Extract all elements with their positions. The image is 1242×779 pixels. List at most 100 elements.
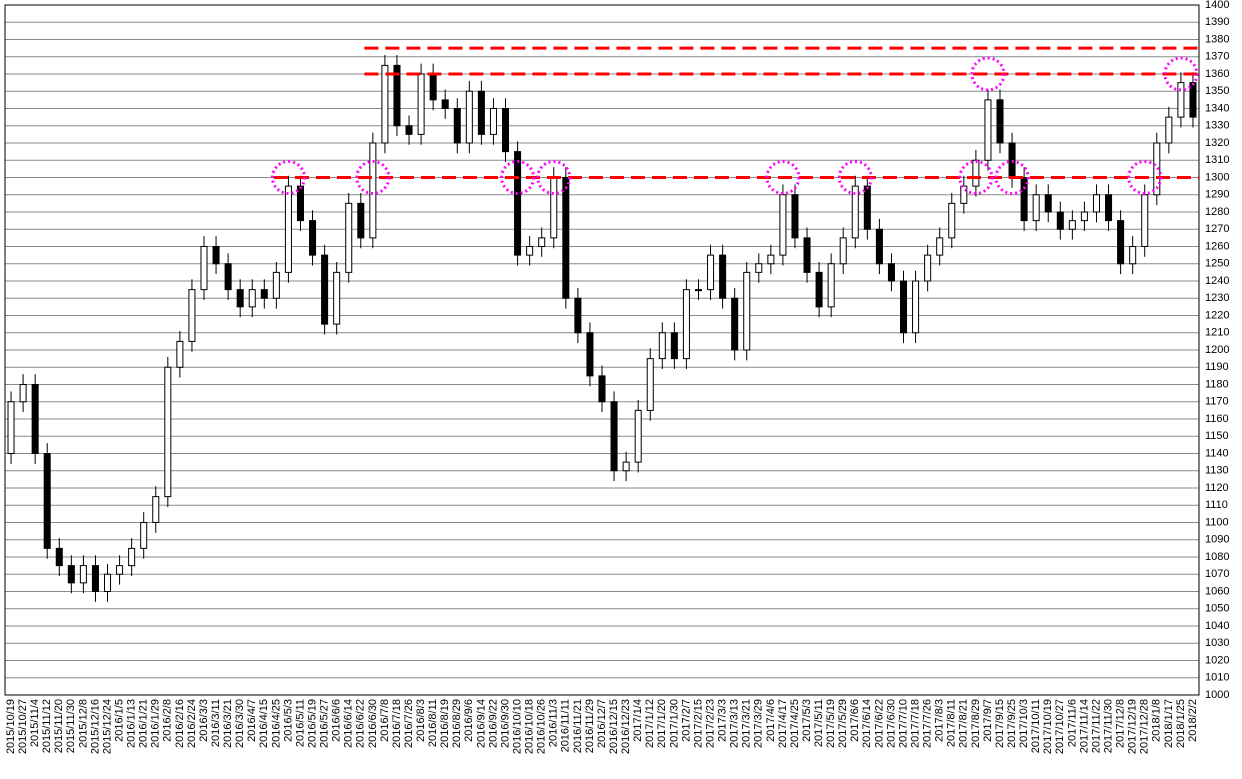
x-tick-label: 2015/11/20 (53, 699, 65, 753)
candle-body (43, 453, 51, 549)
candle-body (296, 185, 304, 222)
highlight-circle (1127, 160, 1163, 195)
y-tick-label: 1170 (1205, 396, 1229, 408)
x-tick-label: 2015/11/4 (29, 699, 41, 747)
candle-body (1165, 116, 1173, 144)
candle-body (272, 271, 280, 299)
y-tick-label: 1100 (1205, 516, 1229, 528)
candle-body (731, 297, 739, 351)
candle-body (1080, 211, 1088, 222)
x-tick-label: 2017/3/29 (753, 699, 765, 748)
candle-body (791, 194, 799, 239)
candle-body (538, 237, 546, 247)
candle-body (936, 237, 944, 256)
x-tick-label: 2016/11/21 (572, 699, 584, 753)
y-tick-label: 1020 (1205, 654, 1229, 666)
candle-body (188, 289, 196, 342)
candle-body (502, 108, 510, 153)
candle-body (682, 289, 690, 360)
y-tick-label: 1010 (1205, 672, 1229, 684)
x-tick-label: 2017/1/4 (632, 699, 644, 742)
y-tick-label: 1280 (1205, 206, 1229, 218)
candle-body (1141, 194, 1149, 247)
y-tick-label: 1380 (1205, 33, 1229, 45)
y-tick-label: 1150 (1205, 430, 1229, 442)
candle-body (465, 90, 473, 144)
candle-body (91, 565, 99, 592)
candle-body (1044, 194, 1052, 213)
x-tick-label: 2017/5/19 (825, 699, 837, 748)
candle-body (670, 332, 678, 360)
x-tick-label: 2016/1/13 (126, 699, 138, 748)
x-tick-label: 2017/12/28 (1139, 699, 1151, 754)
x-tick-label: 2017/8/29 (970, 699, 982, 748)
candle-body (972, 159, 980, 187)
x-tick-label: 2016/3/21 (222, 699, 234, 748)
candle-body (19, 384, 27, 403)
x-tick-label: 2017/9/15 (994, 699, 1006, 748)
x-tick-label: 2017/8/11 (946, 699, 958, 747)
candle-body (1177, 82, 1185, 118)
candle-body (1032, 194, 1040, 222)
x-tick-label: 2015/10/27 (17, 699, 29, 754)
x-tick-label: 2016/9/14 (475, 699, 487, 748)
y-tick-label: 1370 (1205, 51, 1229, 63)
x-tick-label: 2015/12/16 (89, 699, 101, 754)
x-tick-label: 2017/10/11 (1030, 699, 1042, 753)
plot-frame (4, 4, 1200, 696)
x-tick-label: 2017/6/14 (861, 699, 873, 748)
x-tick-label: 2017/8/3 (934, 699, 946, 742)
candle-body (477, 90, 485, 135)
candle-body (1129, 246, 1137, 265)
x-tick-label: 2016/4/7 (246, 699, 258, 742)
y-tick-label: 1400 (1205, 0, 1229, 11)
x-tick-label: 2015/10/19 (5, 699, 17, 754)
x-tick-label: 2016/2/16 (174, 699, 186, 748)
candle-body (152, 496, 160, 523)
candle-body (646, 358, 654, 411)
x-tick-label: 2017/1/30 (668, 699, 680, 748)
y-tick-label: 1250 (1205, 258, 1229, 270)
x-tick-label: 2017/5/11 (813, 699, 825, 747)
candle-body (658, 332, 666, 360)
candle-body (164, 366, 172, 498)
x-tick-label: 2017/6/30 (885, 699, 897, 748)
x-tick-label: 2017/10/19 (1042, 699, 1054, 754)
candle-body (707, 254, 715, 291)
y-tick-label: 1200 (1205, 344, 1229, 356)
y-tick-label: 1050 (1205, 603, 1229, 615)
y-tick-label: 1120 (1205, 482, 1229, 494)
highlight-circle (994, 160, 1030, 195)
y-tick-label: 1070 (1205, 568, 1229, 580)
candle-body (694, 289, 703, 292)
x-tick-label: 2017/11/30 (1102, 699, 1114, 753)
candle-body (767, 254, 775, 265)
candle-body (212, 246, 220, 265)
candle-body (586, 332, 594, 377)
x-tick-label: 2017/10/27 (1054, 699, 1066, 754)
candle-body (839, 237, 847, 265)
y-tick-label: 1390 (1205, 16, 1229, 28)
x-tick-label: 2017/6/22 (873, 699, 885, 748)
x-tick-label: 2015/11/30 (65, 699, 77, 753)
candle-body (574, 297, 582, 334)
candle-body (489, 108, 497, 135)
x-tick-label: 2016/5/27 (319, 699, 331, 748)
x-tick-label: 2017/12/8 (1115, 699, 1127, 748)
candle-body (176, 340, 184, 368)
candle-body (900, 280, 908, 334)
candle-body (200, 246, 208, 291)
x-tick-label: 2017/8/21 (958, 699, 970, 748)
x-tick-label: 2018/1/25 (1175, 699, 1187, 748)
x-tick-label: 2016/7/8 (379, 699, 391, 742)
candle-body (526, 246, 534, 256)
candle-body (7, 401, 15, 454)
x-tick-label: 2016/3/11 (210, 699, 222, 747)
x-tick-label: 2016/2/24 (186, 699, 198, 748)
candle-body (815, 271, 823, 308)
x-tick-label: 2016/12/23 (620, 699, 632, 754)
y-tick-label: 1220 (1205, 309, 1229, 321)
x-tick-label: 2016/4/15 (258, 699, 270, 748)
highlight-circle (500, 160, 536, 195)
